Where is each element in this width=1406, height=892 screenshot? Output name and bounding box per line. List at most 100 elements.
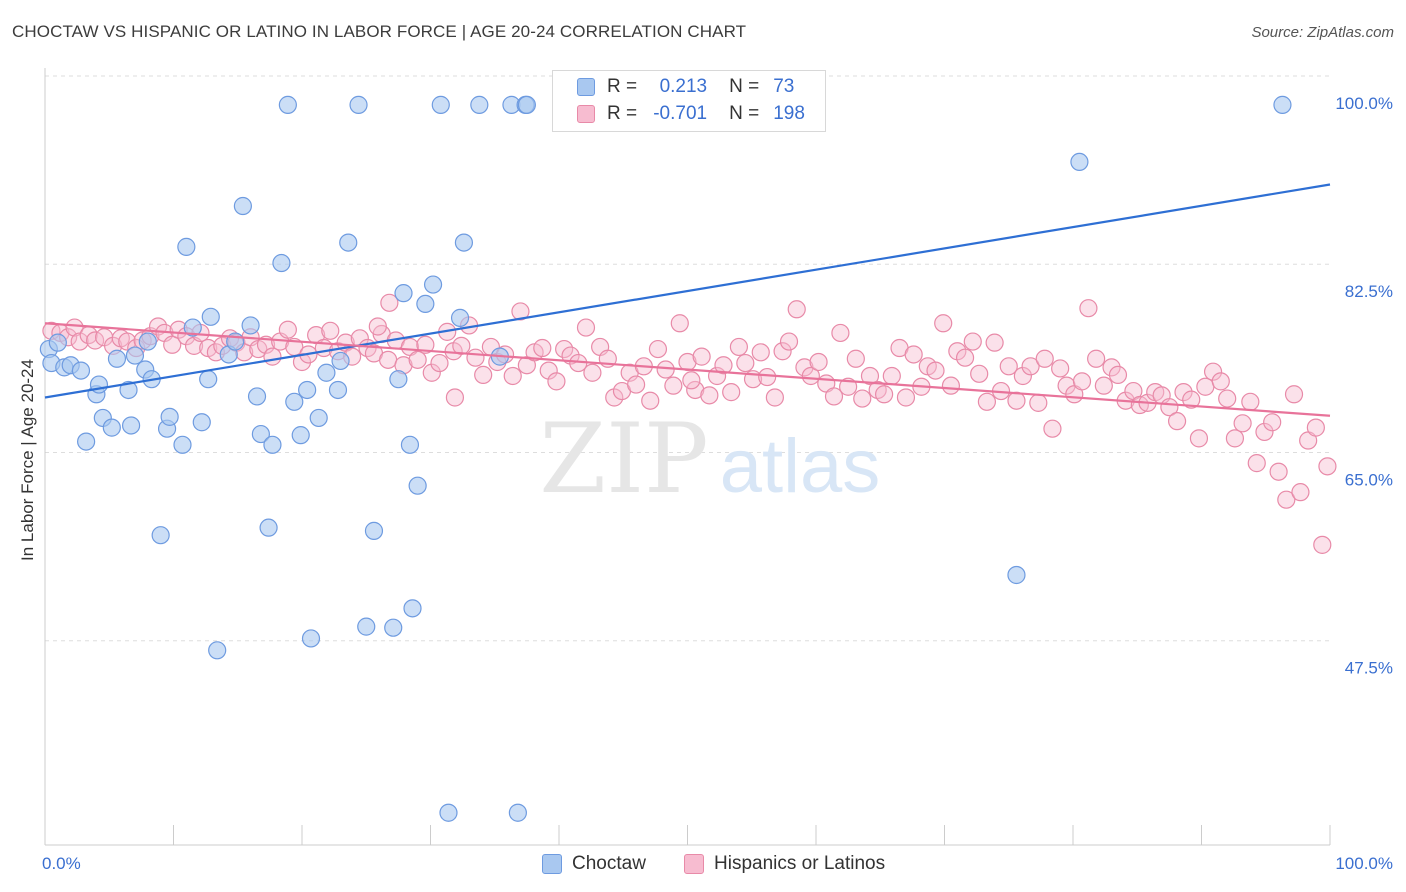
choctaw-point (199, 370, 218, 389)
hispanics-point (583, 363, 602, 382)
x-tick-labels: 0.0% 100.0% (42, 854, 1393, 873)
legend-r-label: R = (607, 76, 638, 97)
axes (44, 68, 1331, 846)
hispanics-point (809, 352, 828, 372)
choctaw-point (102, 418, 121, 437)
legend-n-value: 198 (773, 103, 805, 124)
bottom-legend-hispanics: Hispanics or Latinos (684, 852, 885, 876)
hispanics-point (824, 387, 844, 406)
hispanics-point (686, 380, 705, 400)
hispanics-point (321, 321, 340, 340)
choctaw-point (364, 521, 384, 540)
hispanics-point (1094, 376, 1113, 395)
choctaw-point (517, 95, 536, 114)
hispanics-point (1269, 462, 1288, 481)
hispanics-point (941, 376, 961, 395)
choctaw-point (263, 435, 282, 454)
x-tick-label: 0.0% (42, 854, 81, 873)
choctaw-point (394, 284, 413, 303)
hispanics-point (1218, 389, 1237, 408)
choctaw-point (177, 237, 196, 256)
hispanics-point (1318, 457, 1337, 476)
choctaw-point (454, 233, 474, 252)
hispanics-point (1189, 429, 1209, 448)
hispanics-point (416, 335, 435, 354)
hispanics-point (503, 366, 522, 386)
choctaw-point (173, 435, 192, 454)
choctaw-point (439, 803, 458, 822)
choctaw-point (107, 349, 127, 368)
hispanics-point (758, 367, 777, 387)
y-tick-labels: 47.5% 65.0% 82.5% 100.0% (1335, 94, 1393, 678)
hispanics-point (1035, 349, 1054, 368)
hispanics-point (1174, 383, 1193, 402)
hispanics-point (1247, 454, 1266, 473)
y-tick-label: 82.5% (1345, 282, 1393, 301)
hispanics-point (648, 339, 668, 359)
hispanics-point (999, 357, 1018, 376)
hispanics-point (714, 356, 733, 375)
choctaw-point (400, 435, 420, 454)
choctaw-point (272, 253, 291, 273)
hispanics-point (722, 383, 741, 402)
hispanics-point (882, 366, 901, 386)
trend-lines (44, 183, 1331, 417)
hispanics-point (1072, 372, 1092, 391)
choctaw-point (119, 380, 138, 400)
hispanics-point (1203, 362, 1223, 381)
hispanics-point (787, 300, 806, 319)
choctaw-point (301, 629, 321, 648)
x-tick-label: 100.0% (1335, 854, 1393, 873)
hispanics-point (547, 372, 566, 391)
hispanics-point (926, 361, 945, 380)
choctaw-point (278, 95, 297, 114)
hispanics-point (292, 352, 312, 372)
series-choctaw-points (39, 95, 1292, 822)
legend-r-value: 0.213 (659, 76, 708, 97)
hispanics-point (670, 314, 689, 333)
hispanics-point (1233, 414, 1252, 433)
y-tick-label: 47.5% (1345, 659, 1393, 678)
hispanics-point (1182, 390, 1201, 409)
choctaw-point (339, 233, 358, 252)
choctaw-point (160, 407, 179, 426)
watermark: ZIP atlas (539, 403, 880, 515)
hispanics-point (765, 388, 784, 407)
hispanics-point (263, 347, 282, 366)
hispanics-point (1241, 392, 1260, 411)
hispanics-point (1211, 372, 1230, 391)
hispanics-point (1079, 299, 1098, 318)
hispanics-point (1291, 483, 1310, 502)
hispanics-point (422, 363, 441, 382)
legend-row-choctaw: R = 0.213 N = 73 (577, 75, 794, 99)
hispanics-point (576, 318, 596, 337)
hispanics-point (474, 365, 493, 385)
hispanics-point (751, 343, 770, 362)
choctaw-point (291, 426, 310, 445)
y-axis-title: In Labor Force | Age 20-24 (18, 359, 37, 561)
hispanics-point (1255, 422, 1274, 442)
hispanics-point (682, 371, 701, 390)
hispanics-point (963, 332, 982, 351)
choctaw-point (1273, 95, 1292, 114)
hispanics-point (1167, 412, 1187, 431)
hispanics-point (860, 366, 880, 386)
hispanics-point (1108, 365, 1128, 385)
source-label: Source: ZipAtlas.com (1251, 24, 1394, 41)
choctaw-point (450, 308, 470, 327)
hispanics-point (1306, 418, 1325, 437)
choctaw-point (309, 408, 328, 428)
hispanics-point (1196, 377, 1215, 396)
hispanics-point (1007, 391, 1026, 410)
hispanics-point (904, 345, 923, 364)
bottom-legend-choctaw: Choctaw (542, 852, 646, 876)
legend: R = 0.213 N = 73 R = -0.701 N = 198 (552, 70, 826, 132)
bottom-legend-label-hispanics: Hispanics or Latinos (714, 853, 886, 874)
hispanics-point (700, 386, 719, 405)
legend-n-label: N = (729, 103, 760, 124)
bottom-legend-swatch-hispanics (684, 854, 704, 874)
hispanics-point (801, 366, 820, 386)
hispanics-point (445, 388, 465, 407)
choctaw-point (1070, 152, 1089, 172)
hispanics-point (1225, 429, 1245, 448)
